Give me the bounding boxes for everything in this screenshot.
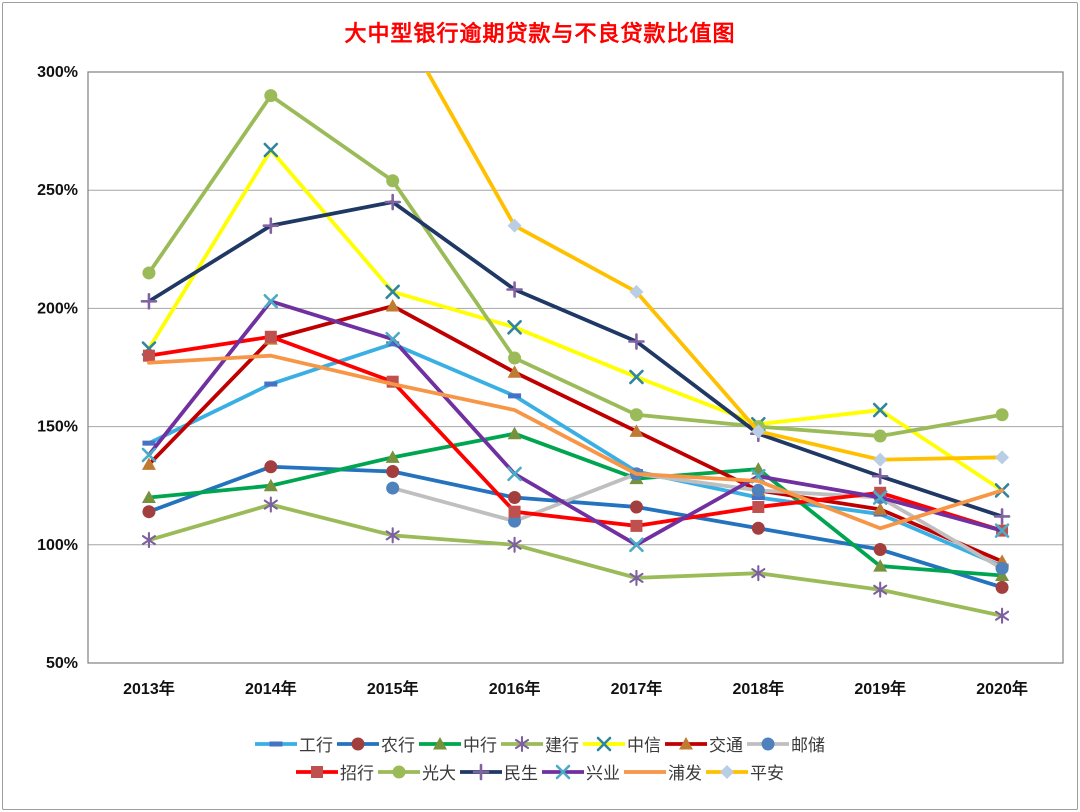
x-axis-tick: 2015年: [367, 679, 419, 698]
legend-label: 建行: [545, 736, 579, 755]
series-spdb: [147, 353, 1004, 531]
legend-item-bocom: 交通: [664, 731, 744, 756]
legend-label: 工行: [299, 736, 333, 755]
plot-border: [87, 71, 1064, 664]
y-axis-tick: 250%: [37, 182, 78, 199]
x-axis-tick: 2018年: [733, 679, 785, 698]
legend-item-cmb: 招行: [295, 759, 375, 784]
series-line-psbc: [390, 471, 1004, 571]
legend-label: 中行: [463, 736, 497, 755]
series-line-ceb: [147, 93, 1004, 438]
legend-label: 浦发: [668, 764, 702, 783]
legend-label: 招行: [340, 764, 374, 783]
legend-item-spdb: 浦发: [623, 759, 703, 784]
legend-key-x-icon: [583, 736, 625, 751]
legend-key-x-icon: [542, 764, 584, 779]
gridlines: [88, 71, 1063, 664]
chart-title: 大中型银行逾期贷款与不良贷款比值图: [344, 21, 736, 46]
legend-label: 平安: [750, 764, 784, 783]
series-abc: [142, 460, 1009, 594]
legend-item-icbc: 工行: [254, 731, 334, 756]
x-axis-tick: 2017年: [611, 679, 663, 698]
legend-item-citic: 中信: [582, 731, 662, 756]
series-line-icbc: [147, 341, 1004, 568]
series-ccb: [141, 496, 1010, 624]
y-axis-tick: 200%: [37, 300, 78, 317]
legend-label: 农行: [381, 736, 415, 755]
legend-item-pingan: 平安: [705, 759, 785, 784]
legend-row: 工行 农行 中行 建行 中信 交通 邮储: [0, 731, 1080, 756]
legend-label: 邮储: [791, 736, 825, 755]
legend-key-plus-icon: [460, 763, 502, 780]
legend-label: 民生: [504, 764, 538, 783]
legend-item-boc: 中行: [418, 731, 498, 756]
series-pingan: [425, 72, 1010, 467]
x-axis-tick: 2020年: [976, 679, 1028, 698]
legend-item-psbc: 邮储: [746, 731, 826, 756]
series-line-pingan: [425, 72, 1004, 462]
legend-key-triangle-icon: [665, 736, 707, 749]
series-line-minsheng: [147, 200, 1004, 519]
legend-key-square-icon: [296, 765, 338, 778]
y-axis-tick: 100%: [37, 537, 78, 554]
x-axis: 2013年 2014年 2015年 2016年 2017年 2018年 2019年 2020年: [123, 679, 1028, 698]
legend-key-triangle-icon: [419, 736, 461, 749]
legend-item-ceb: 光大: [377, 759, 457, 784]
series-line-citic: [147, 148, 1004, 493]
legend-label: 中信: [627, 736, 661, 755]
legend-key-circle-icon: [337, 737, 379, 750]
legend-row: 招行 光大 民生 兴业 浦发 平安: [0, 759, 1080, 784]
x-axis-tick: 2016年: [489, 679, 541, 698]
legend-key-diamond-icon: [706, 764, 748, 779]
y-axis-tick: 150%: [37, 419, 78, 436]
series-cib: [141, 294, 1010, 553]
legend-key-dash-icon: [255, 741, 297, 746]
x-axis-tick: 2013年: [123, 679, 175, 698]
x-axis-tick: 2019年: [854, 679, 906, 698]
legend-label: 交通: [709, 736, 743, 755]
y-axis: 50% 100% 150% 200% 250% 300%: [37, 64, 78, 672]
y-axis-tick: 300%: [37, 64, 78, 81]
series-line-spdb: [147, 353, 1004, 531]
y-axis-tick: 50%: [46, 655, 78, 672]
series-line-bocom: [147, 304, 1004, 564]
series-line-ccb: [147, 502, 1004, 618]
legend-item-minsheng: 民生: [459, 759, 539, 784]
series-line-abc: [147, 464, 1004, 590]
x-axis-tick: 2014年: [245, 679, 297, 698]
legend-key-asterisk-icon: [501, 735, 543, 752]
series-line-boc: [147, 431, 1004, 578]
legend-label: 兴业: [586, 764, 620, 783]
legend-item-ccb: 建行: [500, 731, 580, 756]
series-line-cib: [147, 299, 1004, 547]
legend-key-none-icon: [624, 769, 666, 774]
series-minsheng: [140, 193, 1011, 525]
legend-key-circle-icon: [747, 737, 789, 750]
legend-item-abc: 农行: [336, 731, 416, 756]
legend-item-cib: 兴业: [541, 759, 621, 784]
legend-key-circle-icon: [378, 765, 420, 778]
series-ceb: [142, 89, 1009, 443]
legend-label: 光大: [422, 764, 456, 783]
chart-legend: 工行 农行 中行 建行 中信 交通 邮储招行 光大 民生 兴业 浦发 平安: [0, 731, 1080, 787]
